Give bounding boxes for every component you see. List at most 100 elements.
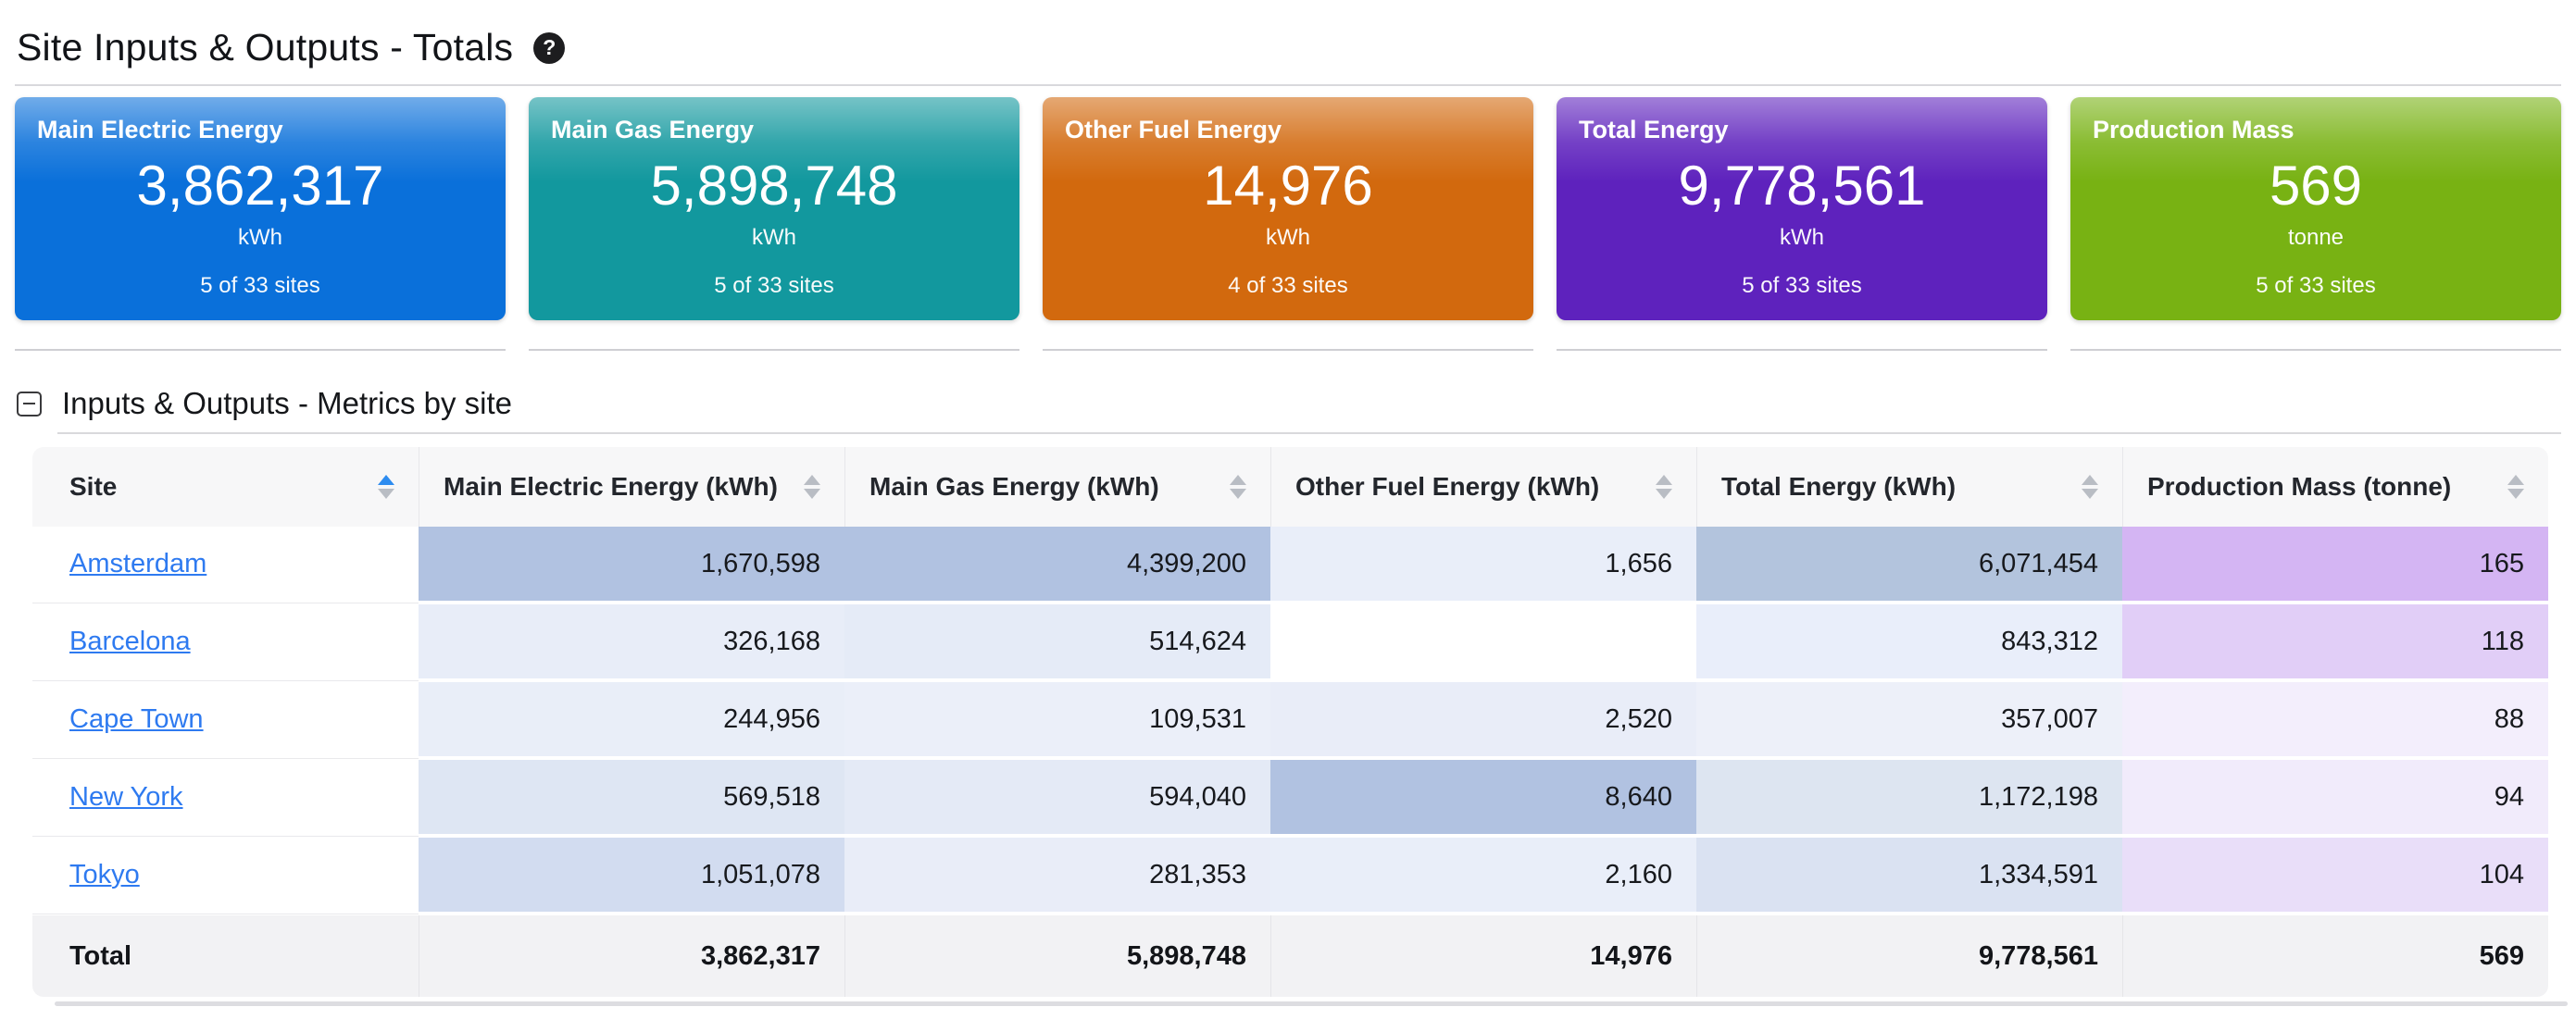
metric-cell: 4,399,200 [844,527,1270,601]
column-label: Main Electric Energy (kWh) [444,472,778,501]
card-title: Other Fuel Energy [1065,116,1282,143]
sort-icon [1656,475,1672,499]
dashboard-page: Site Inputs & Outputs - Totals ? Main El… [15,26,2568,1006]
metric-cell: 1,656 [1270,527,1696,601]
sort-desc-arrow [2082,489,2098,499]
metric-cell: 6,071,454 [1696,527,2122,601]
card-sites-count: 4 of 33 sites [1228,273,1348,298]
sort-asc-arrow [378,475,394,485]
card-unit: kWh [1780,225,1824,250]
table-header-row: Site Main Electric Energy (kWh) Main Gas E… [32,447,2548,527]
table-body: Amsterdam 1,670,598 4,399,200 1,656 6,071,45… [32,527,2548,914]
card-value: 569 [2269,155,2363,217]
site-cell: Cape Town [32,682,419,759]
sort-icon [804,475,820,499]
sort-asc-arrow [2082,475,2098,485]
sort-asc-arrow [1230,475,1246,485]
card-underline [529,349,1019,351]
total-cell: 3,862,317 [419,915,844,997]
metric-card-main-gas-energy: Main Gas Energy 5,898,748 kWh 5 of 33 sites [529,97,1019,320]
metric-card-total-energy: Total Energy 9,778,561 kWh 5 of 33 sites [1557,97,2047,320]
total-label: Total [69,940,132,971]
metric-cell: 8,640 [1270,760,1696,834]
help-icon[interactable]: ? [533,31,566,64]
metric-cell: 326,168 [419,604,844,678]
total-cell: 14,976 [1270,915,1696,997]
column-header-main-gas-energy-kwh[interactable]: Main Gas Energy (kWh) [844,447,1270,527]
sort-desc-arrow [1656,489,1672,499]
metric-cell: 843,312 [1696,604,2122,678]
metric-cell: 357,007 [1696,682,2122,756]
card-unit: kWh [1266,225,1310,250]
metric-cell: 1,334,591 [1696,838,2122,912]
card-value: 14,976 [1203,155,1373,217]
metric-cards-row: Main Electric Energy 3,862,317 kWh 5 of 33 … [15,97,2561,320]
metric-card-production-mass: Production Mass 569 tonne 5 of 33 sites [2070,97,2561,320]
site-cell: Amsterdam [32,527,419,603]
metric-cell: 569,518 [419,760,844,834]
metric-cell: 109,531 [844,682,1270,756]
card-sites-count: 5 of 33 sites [714,273,834,298]
sort-icon [378,475,394,499]
collapse-section-icon[interactable] [17,391,42,417]
total-cell: 569 [2122,915,2548,997]
site-link-cape-town[interactable]: Cape Town [69,703,204,734]
metric-cell: 1,670,598 [419,527,844,601]
metric-card-other-fuel-energy: Other Fuel Energy 14,976 kWh 4 of 33 sites [1043,97,1533,320]
metric-cell: 118 [2122,604,2548,678]
section-divider [57,432,2561,434]
section-header: Inputs & Outputs - Metrics by site [17,386,2561,421]
total-cell: 9,778,561 [1696,915,2122,997]
section-title: Inputs & Outputs - Metrics by site [62,386,513,420]
card-underline [15,349,506,351]
help-glyph: ? [543,35,556,59]
column-header-other-fuel-energy-kwh[interactable]: Other Fuel Energy (kWh) [1270,447,1696,527]
card-title: Main Gas Energy [551,116,755,143]
card-value: 5,898,748 [650,155,898,217]
site-link-barcelona[interactable]: Barcelona [69,626,191,656]
site-link-tokyo[interactable]: Tokyo [69,859,140,889]
metric-cell: 594,040 [844,760,1270,834]
card-title: Main Electric Energy [37,116,283,143]
column-header-total-energy-kwh[interactable]: Total Energy (kWh) [1696,447,2122,527]
card-unit: tonne [2287,225,2345,250]
sort-desc-arrow [378,489,394,499]
table-row-cape-town: Cape Town 244,956 109,531 2,520 357,007 88 [32,682,2548,759]
table-row-amsterdam: Amsterdam 1,670,598 4,399,200 1,656 6,071,45… [32,527,2548,603]
table-row-barcelona: Barcelona 326,168 514,624 843,312 118 [32,604,2548,681]
sort-asc-arrow [2507,475,2524,485]
metric-cell: 514,624 [844,604,1270,678]
site-link-new-york[interactable]: New York [69,781,183,812]
minus-glyph [23,402,35,405]
sort-desc-arrow [804,489,820,499]
card-underline [1043,349,1533,351]
column-header-production-mass-tonne[interactable]: Production Mass (tonne) [2122,447,2548,527]
metric-cell: 281,353 [844,838,1270,912]
column-label: Site [69,472,118,501]
metric-cell: 88 [2122,682,2548,756]
card-title: Production Mass [2093,116,2295,143]
metric-cell: 1,172,198 [1696,760,2122,834]
column-header-main-electric-energy-kwh[interactable]: Main Electric Energy (kWh) [419,447,844,527]
metrics-by-site-table: Site Main Electric Energy (kWh) Main Gas E… [32,447,2548,997]
card-title: Total Energy [1579,116,1729,143]
metric-card-main-electric-energy: Main Electric Energy 3,862,317 kWh 5 of 33 … [15,97,506,320]
site-cell: Tokyo [32,838,419,914]
card-underlines [15,349,2561,351]
card-value: 3,862,317 [136,155,384,217]
sort-icon [1230,475,1246,499]
site-cell: New York [32,760,419,837]
sort-icon [2082,475,2098,499]
horizontal-scrollbar[interactable] [55,1001,2568,1006]
sort-icon [2507,475,2524,499]
card-unit: kWh [752,225,796,250]
site-cell: Barcelona [32,604,419,681]
card-underline [2070,349,2561,351]
sort-desc-arrow [1230,489,1246,499]
site-link-amsterdam[interactable]: Amsterdam [69,548,207,578]
metric-cell: 1,051,078 [419,838,844,912]
column-label: Total Energy (kWh) [1721,472,1957,501]
card-sites-count: 5 of 33 sites [2256,273,2376,298]
metric-cell: 165 [2122,527,2548,601]
column-header-site[interactable]: Site [32,447,419,527]
